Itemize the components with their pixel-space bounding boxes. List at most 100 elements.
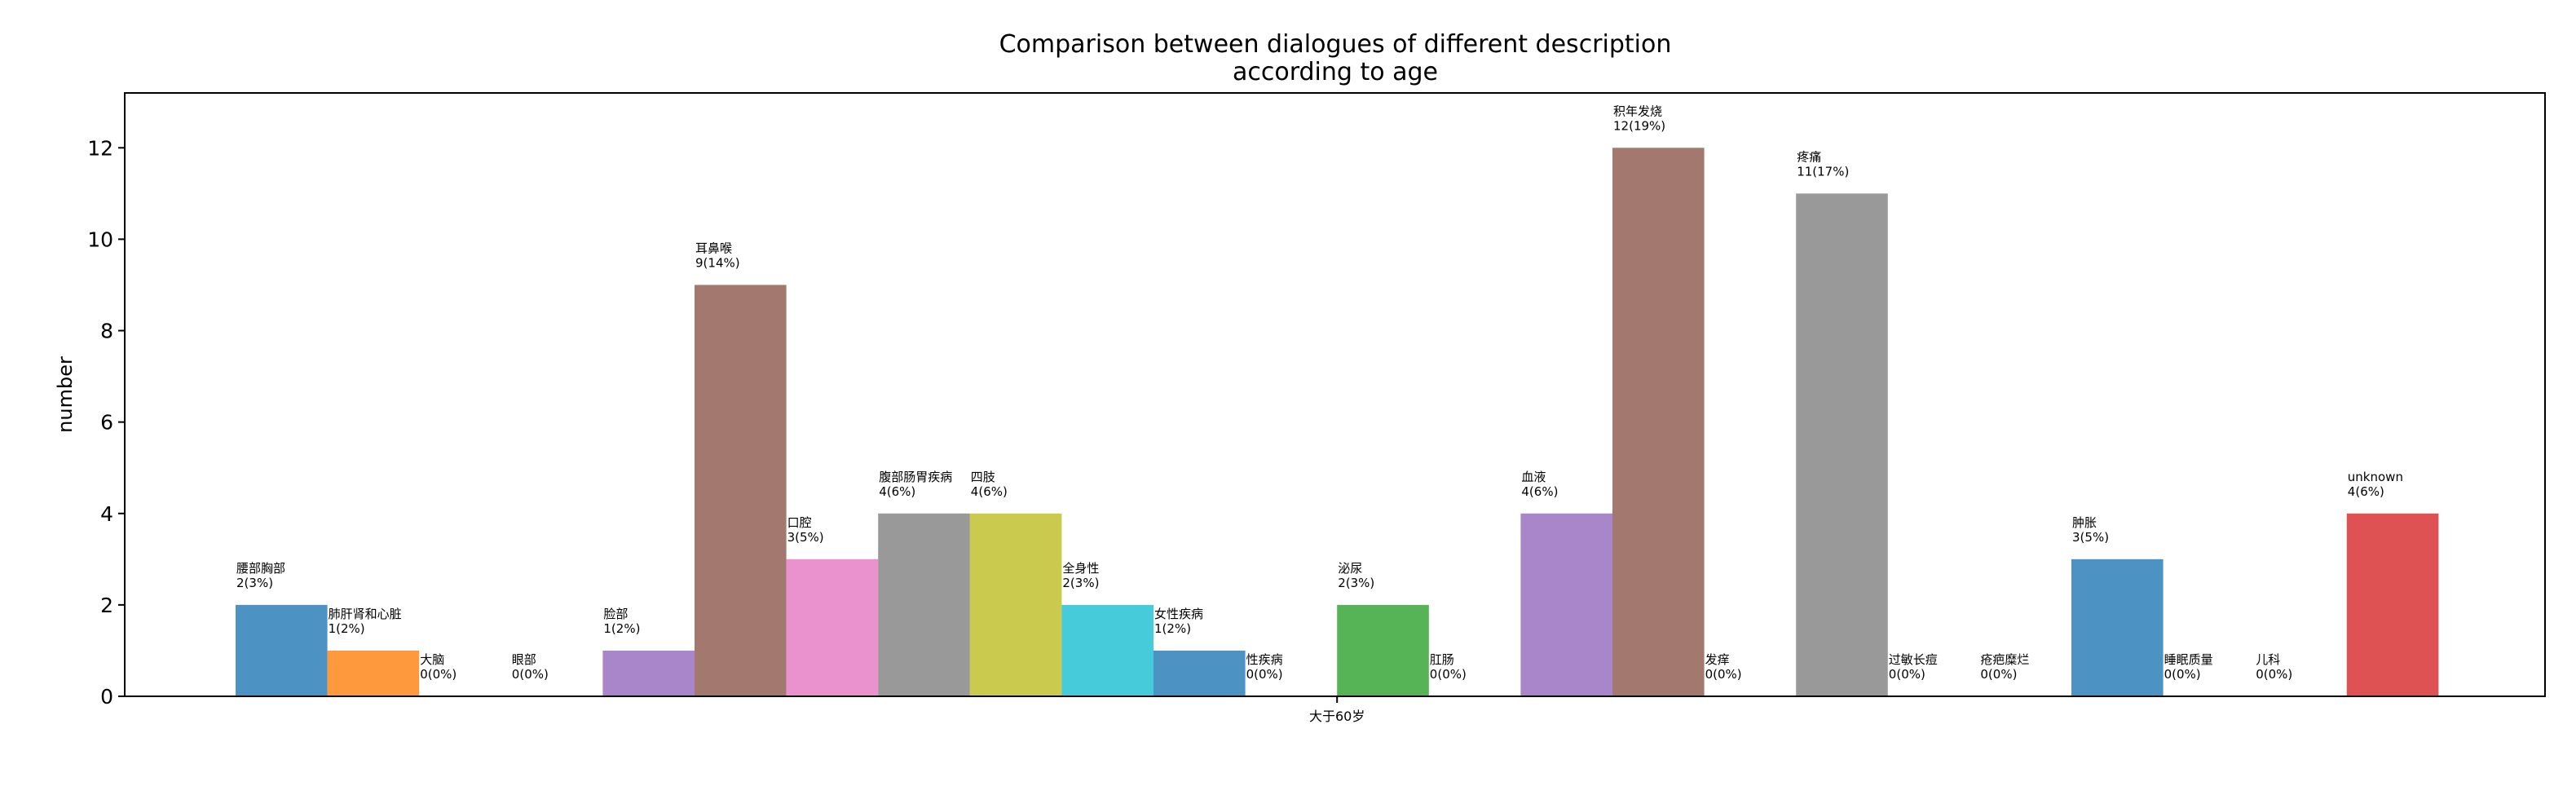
data-label-value: 0(0%) xyxy=(2256,667,2292,682)
bar xyxy=(786,559,879,696)
data-label: 性疾病 0(0%) xyxy=(1246,652,1283,682)
data-label-name: 四肢 xyxy=(971,470,995,484)
bar xyxy=(1796,193,1888,697)
data-label-name: 疼痛 xyxy=(1797,149,1821,164)
bar xyxy=(1153,650,1246,696)
data-label-value: 2(3%) xyxy=(236,576,273,590)
plot-frame xyxy=(124,92,2546,697)
data-label: 肛肠 0(0%) xyxy=(1430,652,1467,682)
data-label: 全身性 2(3%) xyxy=(1062,561,1099,590)
data-label-name: 女性疾病 xyxy=(1154,607,1203,621)
data-label-name: 发痒 xyxy=(1705,652,1730,667)
data-label-value: 0(0%) xyxy=(2164,667,2201,682)
data-label-value: 9(14%) xyxy=(695,255,740,270)
data-label: 睡眠质量 0(0%) xyxy=(2164,652,2213,682)
bar xyxy=(1061,604,1153,696)
chart-title: Comparison between dialogues of differen… xyxy=(999,30,1672,86)
y-tick-label: 2 xyxy=(100,594,113,617)
data-label: 疼痛 11(17%) xyxy=(1797,149,1849,179)
data-label-value: 4(6%) xyxy=(879,484,915,499)
bar xyxy=(236,604,328,696)
bar xyxy=(878,513,970,696)
data-label-value: 0(0%) xyxy=(1889,667,1925,682)
data-label: 眼部 0(0%) xyxy=(512,652,549,682)
bar xyxy=(1520,513,1612,696)
data-label-name: 肺肝肾和心脏 xyxy=(329,607,402,621)
bar xyxy=(327,650,420,696)
bar xyxy=(1612,148,1705,697)
y-tick-label: 8 xyxy=(100,320,113,343)
bar xyxy=(1337,604,1429,696)
data-label-name: 口腔 xyxy=(787,515,812,530)
data-label-name: 腹部肠胃疾病 xyxy=(879,470,952,484)
data-label-value: 3(5%) xyxy=(2072,530,2109,545)
data-label-name: unknown xyxy=(2348,470,2403,484)
data-label-name: 睡眠质量 xyxy=(2164,652,2213,667)
data-label-value: 0(0%) xyxy=(1705,667,1742,682)
data-label: 腹部肠胃疾病 4(6%) xyxy=(879,470,952,499)
data-label-name: 儿科 xyxy=(2256,652,2280,667)
data-label: 肺肝肾和心脏 1(2%) xyxy=(329,607,402,636)
data-label-name: 性疾病 xyxy=(1246,652,1283,667)
data-label: 大脑 0(0%) xyxy=(420,652,457,682)
bar xyxy=(2346,513,2439,696)
bar xyxy=(602,650,695,696)
data-label: 疮疤糜烂 0(0%) xyxy=(1980,652,2029,682)
data-label-name: 过敏长痘 xyxy=(1889,652,1938,667)
data-label: 脸部 1(2%) xyxy=(603,607,640,636)
data-label: 肿胀 3(5%) xyxy=(2072,515,2109,545)
data-label: 四肢 4(6%) xyxy=(971,470,1008,499)
data-label-name: 疮疤糜烂 xyxy=(1980,652,2029,667)
bar xyxy=(969,513,1062,696)
data-label-value: 0(0%) xyxy=(1430,667,1467,682)
bar xyxy=(695,285,787,696)
data-label: unknown 4(6%) xyxy=(2348,470,2403,499)
data-label-name: 眼部 xyxy=(512,652,536,667)
bars-layer xyxy=(236,148,2439,697)
y-axis-label: number xyxy=(54,356,77,433)
x-tick-label: 大于60岁 xyxy=(1309,709,1365,724)
data-label: 血液 4(6%) xyxy=(1521,470,1558,499)
data-label: 过敏长痘 0(0%) xyxy=(1889,652,1938,682)
y-tick-label: 6 xyxy=(100,411,113,435)
data-label-name: 大脑 xyxy=(420,652,444,667)
data-label: 儿科 0(0%) xyxy=(2256,652,2292,682)
data-label-value: 4(6%) xyxy=(2348,484,2384,499)
y-tick-label: 10 xyxy=(87,227,113,251)
data-label-name: 泌尿 xyxy=(1338,561,1362,576)
data-label: 耳鼻喉 9(14%) xyxy=(695,241,740,270)
data-label-name: 耳鼻喉 xyxy=(695,241,732,255)
data-label-value: 12(19%) xyxy=(1613,118,1665,133)
data-label-value: 0(0%) xyxy=(512,667,549,682)
chart-title-line: Comparison between dialogues of differen… xyxy=(999,30,1672,59)
data-label-name: 腰部胸部 xyxy=(236,561,285,576)
data-label-name: 肿胀 xyxy=(2072,515,2097,530)
data-label-value: 1(2%) xyxy=(329,621,365,636)
y-tick-label: 12 xyxy=(87,136,113,160)
y-tick-label: 0 xyxy=(100,685,113,709)
data-label-value: 1(2%) xyxy=(603,621,640,636)
data-label-value: 4(6%) xyxy=(971,484,1008,499)
data-label-value: 0(0%) xyxy=(1980,667,2017,682)
data-label: 发痒 0(0%) xyxy=(1705,652,1742,682)
data-label-name: 脸部 xyxy=(603,607,628,621)
y-axis: 0 2 4 6 8 10 12 xyxy=(87,136,125,709)
data-label-name: 血液 xyxy=(1521,470,1546,484)
data-label: 腰部胸部 2(3%) xyxy=(236,561,285,590)
data-label-value: 0(0%) xyxy=(1246,667,1283,682)
data-label-value: 2(3%) xyxy=(1338,576,1374,590)
x-axis: 大于60岁 xyxy=(1309,696,1365,724)
data-label: 女性疾病 1(2%) xyxy=(1154,607,1203,636)
data-label-value: 3(5%) xyxy=(787,530,824,545)
data-label: 泌尿 2(3%) xyxy=(1338,561,1374,590)
data-label: 积年发烧 12(19%) xyxy=(1613,104,1665,133)
data-label-name: 全身性 xyxy=(1062,561,1099,576)
data-label-value: 4(6%) xyxy=(1521,484,1558,499)
data-labels-layer: 腰部胸部 2(3%)肺肝肾和心脏 1(2%)大脑 0(0%)眼部 0(0%)脸部 1(2%… xyxy=(236,104,2403,682)
data-label-value: 2(3%) xyxy=(1062,576,1099,590)
data-label-name: 积年发烧 xyxy=(1613,104,1662,118)
data-label-value: 0(0%) xyxy=(420,667,457,682)
data-label-value: 1(2%) xyxy=(1154,621,1191,636)
